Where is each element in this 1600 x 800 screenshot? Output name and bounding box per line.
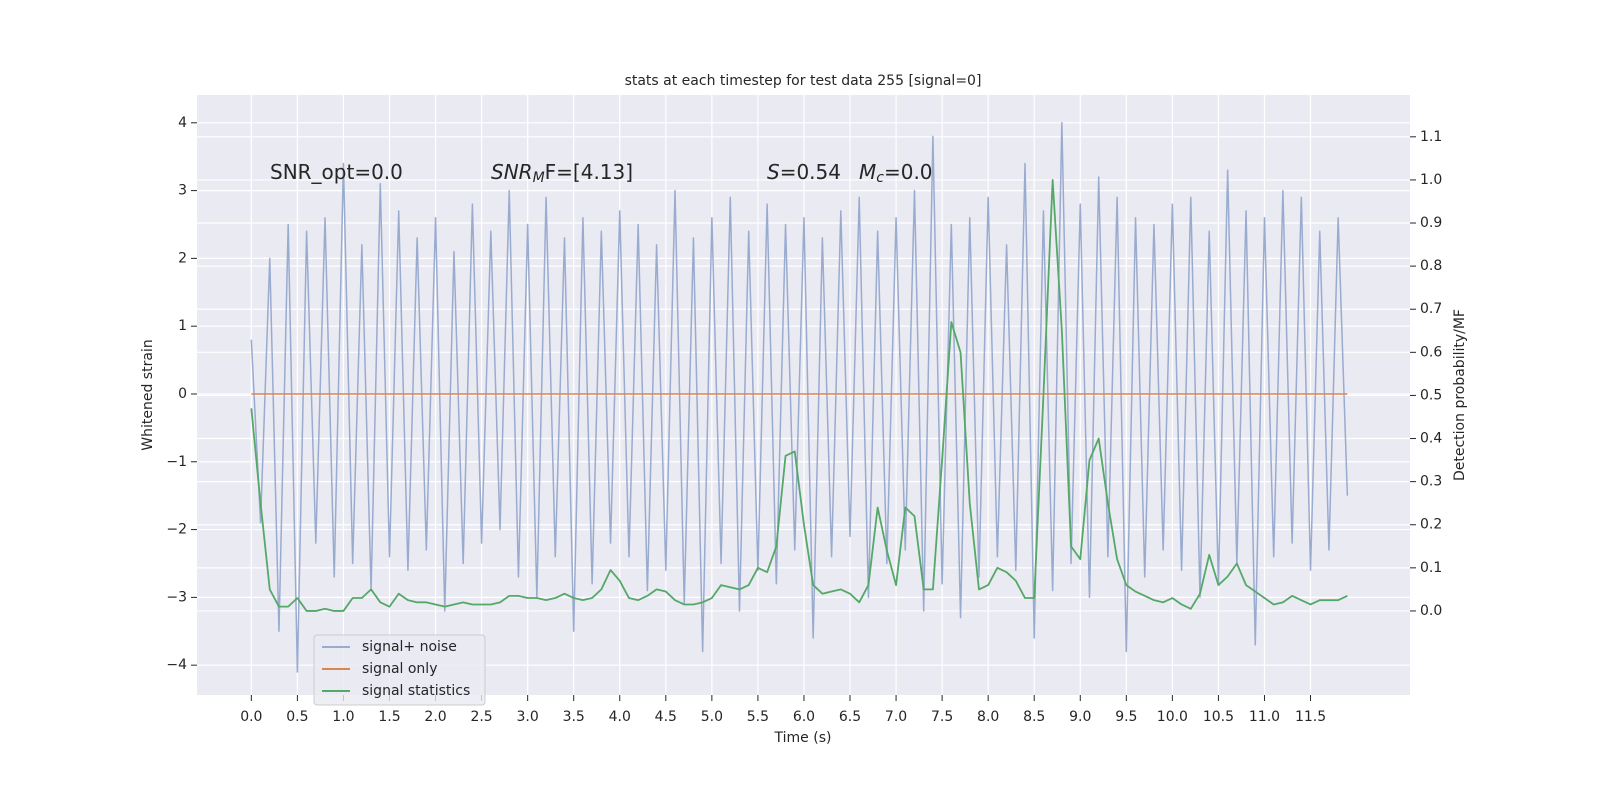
annotation-text: SNR_opt=0.0 <box>270 160 403 184</box>
annotation: SNR_opt=0.0 <box>270 160 403 184</box>
y2-tick-label: 1.1 <box>1420 129 1442 145</box>
x-tick-label: 6.5 <box>839 709 861 725</box>
y2-tick-label: 0.0 <box>1420 603 1442 619</box>
annotation-base: S <box>767 160 780 184</box>
y-tick-label: 1 <box>178 318 187 334</box>
y-tick-label: 4 <box>178 115 187 131</box>
x-tick-label: 3.0 <box>517 709 539 725</box>
x-tick-label: 7.0 <box>885 709 907 725</box>
x-tick-label: 3.5 <box>563 709 585 725</box>
chart-title: stats at each timestep for test data 255… <box>625 73 982 89</box>
x-tick-label: 9.0 <box>1069 709 1091 725</box>
y-tick-label: −2 <box>166 522 187 538</box>
x-tick-label: 2.5 <box>470 709 492 725</box>
x-tick-label: 5.5 <box>747 709 769 725</box>
legend-box <box>313 634 486 706</box>
y-tick-label: −1 <box>166 454 187 470</box>
annotation-rest: F=[4.13] <box>545 160 633 184</box>
x-tick-label: 9.5 <box>1115 709 1137 725</box>
annotation-sub: M <box>533 170 545 186</box>
y-tick-label: 2 <box>178 250 187 266</box>
y2-tick-label: 0.9 <box>1420 215 1442 231</box>
y2-tick-label: 0.3 <box>1420 474 1442 490</box>
y2-tick-label: 0.5 <box>1420 387 1442 403</box>
x-tick-label: 4.5 <box>655 709 677 725</box>
legend-label: signal statistics <box>362 683 470 699</box>
series-line <box>250 179 1348 612</box>
y2-tick-label: 0.4 <box>1420 431 1442 447</box>
y-tick-label: 0 <box>178 386 187 402</box>
x-tick-label: 10.5 <box>1203 709 1234 725</box>
annotation-rest: =0.0 <box>884 160 933 184</box>
y2-tick-label: 0.2 <box>1420 517 1442 533</box>
annotation: Mc=0.0 <box>859 160 933 187</box>
x-tick-label: 11.5 <box>1295 709 1326 725</box>
annotation-base: SNR <box>491 160 533 184</box>
y-tick-label: 3 <box>178 183 187 199</box>
y2-tick-label: 1.0 <box>1420 172 1442 188</box>
legend-label: signal+ noise <box>362 639 457 655</box>
y-axis-label: Whitened strain <box>140 339 156 450</box>
x-tick-label: 4.0 <box>609 709 631 725</box>
x-tick-label: 5.0 <box>701 709 723 725</box>
x-tick-label: 1.0 <box>332 709 354 725</box>
y2-tick-label: 0.6 <box>1420 344 1442 360</box>
x-tick-label: 0.0 <box>240 709 262 725</box>
x-axis-label: Time (s) <box>774 730 832 746</box>
y2-axis-label: Detection probability/MF <box>1452 309 1468 481</box>
x-tick-label: 11.0 <box>1249 709 1280 725</box>
x-tick-label: 7.5 <box>931 709 953 725</box>
legend-label: signal only <box>362 661 437 677</box>
annotation: S=0.54 <box>767 160 841 184</box>
x-tick-label: 8.5 <box>1023 709 1045 725</box>
y2-tick-label: 0.7 <box>1420 301 1442 317</box>
x-tick-label: 1.5 <box>378 709 400 725</box>
x-tick-label: 6.0 <box>793 709 815 725</box>
series-line <box>250 122 1349 673</box>
annotation-rest: =0.54 <box>780 160 841 184</box>
y-tick-label: −4 <box>166 657 187 673</box>
y2-tick-label: 0.1 <box>1420 560 1442 576</box>
y2-tick-label: 0.8 <box>1420 258 1442 274</box>
y-tick-label: −3 <box>166 589 187 605</box>
annotation-base: M <box>859 160 876 184</box>
x-tick-label: 8.0 <box>977 709 999 725</box>
x-tick-label: 2.0 <box>424 709 446 725</box>
annotation: SNRMF=[4.13] <box>491 160 633 187</box>
x-tick-label: 10.0 <box>1157 709 1188 725</box>
annotation-sub: c <box>876 170 884 186</box>
x-tick-label: 0.5 <box>286 709 308 725</box>
